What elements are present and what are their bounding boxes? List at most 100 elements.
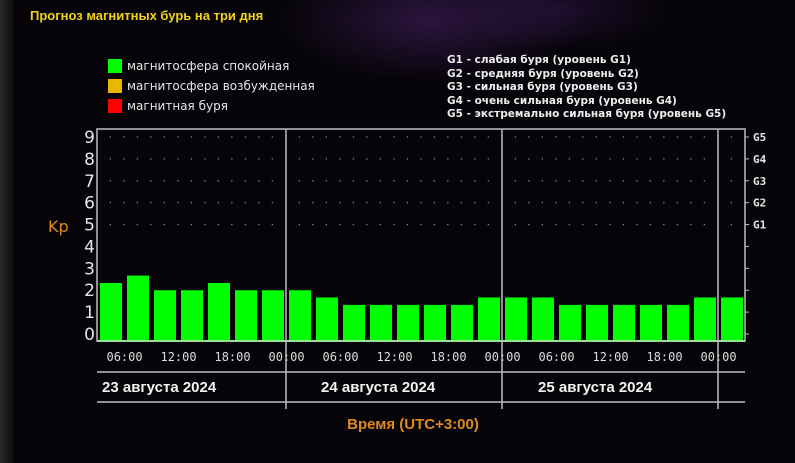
- grid-dot: [663, 180, 665, 182]
- kp-bar: [262, 290, 284, 341]
- kp-bar: [235, 290, 257, 341]
- kp-bar: [451, 304, 473, 341]
- grid-dot: [582, 136, 584, 138]
- day-label: 23 августа 2024: [102, 379, 217, 396]
- grid-dot: [649, 223, 651, 226]
- grid-dot: [649, 136, 651, 138]
- grid-dot: [271, 223, 273, 226]
- time-tick-label: 12:00: [376, 350, 412, 364]
- grid-dot: [379, 202, 381, 204]
- y-tick-label: 5: [84, 216, 95, 236]
- grid-dot: [190, 202, 192, 204]
- grid-dot: [555, 202, 557, 204]
- storm-level-g1: G1 - слабая буря (уровень G1): [447, 54, 631, 66]
- grid-dot: [622, 180, 624, 182]
- grid-dot: [474, 180, 476, 182]
- grid-dot: [676, 180, 678, 182]
- grid-dot: [244, 202, 246, 204]
- grid-dot: [487, 180, 489, 182]
- grid-dot: [555, 223, 557, 226]
- grid-dot: [244, 180, 246, 182]
- grid-dot: [447, 223, 449, 226]
- time-tick-label: 12:00: [592, 350, 628, 364]
- day-label: 24 августа 2024: [321, 379, 436, 396]
- g-level-label: G2: [753, 197, 766, 210]
- grid-dot: [325, 223, 327, 226]
- grid-dot: [231, 223, 233, 226]
- grid-dot: [609, 223, 611, 226]
- grid-dot: [487, 136, 489, 138]
- grid-dot: [190, 223, 192, 226]
- grid-dot: [676, 223, 678, 226]
- kp-bar: [208, 282, 230, 341]
- grid-dot: [339, 223, 341, 226]
- grid-dot: [460, 180, 462, 182]
- grid-dot: [271, 202, 273, 204]
- grid-dot: [582, 223, 584, 226]
- grid-dot: [690, 202, 692, 204]
- grid-dot: [312, 180, 314, 182]
- grid-dot: [487, 223, 489, 226]
- grid-dot: [190, 158, 192, 160]
- grid-dot: [109, 202, 111, 204]
- grid-dot: [258, 223, 260, 226]
- grid-dot: [447, 158, 449, 160]
- kp-bar: [667, 304, 689, 341]
- grid-dot: [177, 158, 179, 160]
- grid-dot: [393, 202, 395, 204]
- grid-dot: [177, 136, 179, 138]
- kp-bar: [505, 297, 527, 341]
- grid-dot: [730, 180, 732, 182]
- grid-dot: [703, 202, 705, 204]
- grid-dot: [406, 180, 408, 182]
- grid-dot: [649, 202, 651, 204]
- legend-label: магнитосфера возбужденная: [127, 79, 315, 93]
- grid-dot: [217, 202, 219, 204]
- legend-item-calm: магнитосфера спокойная: [108, 56, 315, 76]
- grid-dot: [568, 180, 570, 182]
- grid-dot: [136, 180, 138, 182]
- kp-bar: [316, 297, 338, 341]
- grid-dot: [474, 223, 476, 226]
- grid-dot: [460, 136, 462, 138]
- grid-dot: [393, 223, 395, 226]
- grid-dot: [609, 202, 611, 204]
- grid-dot: [595, 180, 597, 182]
- grid-dot: [595, 223, 597, 226]
- grid-dot: [123, 202, 125, 204]
- kp-bar: [127, 275, 149, 341]
- grid-dot: [676, 202, 678, 204]
- window-edge: [0, 0, 14, 463]
- grid-dot: [217, 136, 219, 138]
- grid-dot: [474, 136, 476, 138]
- grid-dot: [366, 158, 368, 160]
- grid-dot: [352, 158, 354, 160]
- grid-dot: [163, 223, 165, 226]
- kp-bar: [559, 304, 581, 341]
- g-level-label: G4: [753, 153, 767, 166]
- grid-dot: [298, 136, 300, 138]
- grid-dot: [528, 180, 530, 182]
- grid-dot: [420, 136, 422, 138]
- y-tick-label: 3: [84, 259, 95, 279]
- legend-item-storm: магнитная буря: [108, 96, 315, 116]
- time-tick-label: 18:00: [646, 350, 682, 364]
- y-tick-label: 9: [84, 128, 95, 148]
- grid-dot: [582, 202, 584, 204]
- grid-dot: [271, 158, 273, 160]
- grid-dot: [393, 136, 395, 138]
- grid-dot: [663, 136, 665, 138]
- grid-dot: [555, 158, 557, 160]
- grid-dot: [231, 158, 233, 160]
- grid-dot: [177, 180, 179, 182]
- grid-dot: [325, 202, 327, 204]
- grid-dot: [231, 180, 233, 182]
- grid-dot: [420, 202, 422, 204]
- kp-bar: [478, 297, 500, 341]
- kp-bar: [532, 297, 554, 341]
- grid-dot: [636, 136, 638, 138]
- grid-dot: [690, 223, 692, 226]
- grid-dot: [433, 223, 435, 226]
- grid-dot: [447, 136, 449, 138]
- grid-dot: [582, 180, 584, 182]
